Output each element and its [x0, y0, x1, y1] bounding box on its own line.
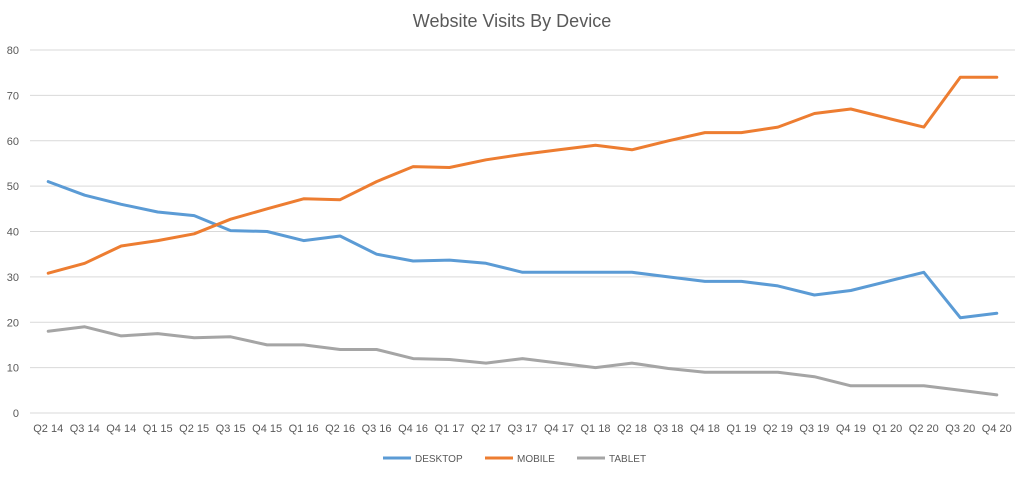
x-tick-label: Q4 16 [398, 423, 428, 435]
y-tick-label: 70 [7, 90, 19, 102]
series-line-desktop [46, 180, 999, 320]
chart-title: Website Visits By Device [413, 11, 611, 31]
series-line-tablet [46, 325, 999, 397]
x-tick-label: Q4 19 [836, 423, 866, 435]
legend: DESKTOP MOBILE TABLET [383, 454, 646, 465]
x-tick-label: Q3 18 [653, 423, 683, 435]
y-tick-label: 80 [7, 45, 19, 57]
x-tick-label: Q1 15 [143, 423, 173, 435]
x-tick-label: Q3 19 [799, 423, 829, 435]
y-tick-label: 20 [7, 317, 19, 329]
legend-label-mobile: MOBILE [517, 454, 555, 465]
y-axis-ticks: 0 10 20 30 40 50 60 70 80 [7, 45, 19, 420]
legend-label-tablet: TABLET [609, 454, 646, 465]
x-tick-label: Q4 14 [106, 423, 136, 435]
y-tick-label: 0 [13, 408, 19, 420]
x-tick-label: Q4 15 [252, 423, 282, 435]
x-tick-label: Q3 14 [70, 423, 100, 435]
y-tick-label: 50 [7, 181, 19, 193]
x-tick-label: Q4 18 [690, 423, 720, 435]
y-tick-label: 10 [7, 363, 19, 375]
x-axis-ticks: Q2 14 Q3 14 Q4 14 Q1 15 Q2 15 Q3 15 Q4 15 Q1 16… [33, 423, 1011, 435]
series-line-mobile [46, 75, 999, 275]
x-tick-label: Q1 17 [435, 423, 465, 435]
x-tick-label: Q3 16 [362, 423, 392, 435]
x-tick-label: Q2 16 [325, 423, 355, 435]
x-tick-label: Q3 17 [508, 423, 538, 435]
x-tick-label: Q3 15 [216, 423, 246, 435]
y-tick-label: 30 [7, 272, 19, 284]
x-tick-label: Q4 17 [544, 423, 574, 435]
y-tick-label: 40 [7, 227, 19, 239]
series-lines [46, 75, 999, 397]
x-tick-label: Q2 14 [33, 423, 63, 435]
x-tick-label: Q2 19 [763, 423, 793, 435]
x-tick-label: Q2 17 [471, 423, 501, 435]
x-tick-label: Q1 16 [289, 423, 319, 435]
gridlines [30, 49, 1015, 414]
legend-label-desktop: DESKTOP [415, 454, 463, 465]
x-tick-label: Q2 18 [617, 423, 647, 435]
x-tick-label: Q3 20 [945, 423, 975, 435]
x-tick-label: Q4 20 [982, 423, 1012, 435]
x-tick-label: Q1 18 [580, 423, 610, 435]
y-tick-label: 60 [7, 136, 19, 148]
x-tick-label: Q2 15 [179, 423, 209, 435]
x-tick-label: Q1 19 [726, 423, 756, 435]
x-tick-label: Q2 20 [909, 423, 939, 435]
x-tick-label: Q1 20 [872, 423, 902, 435]
